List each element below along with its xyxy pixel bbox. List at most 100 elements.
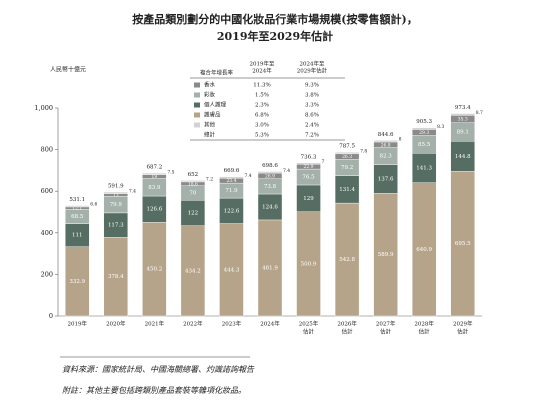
- value-label: 13: [113, 192, 119, 198]
- bar-segment: [103, 237, 129, 317]
- bar-segment: [65, 246, 90, 317]
- legend-label: 護膚品: [204, 111, 221, 119]
- value-label: 12.1: [72, 206, 82, 212]
- value-label: 18.6: [188, 181, 198, 187]
- chart-title: 按產品類別劃分的中國化妝品行業市場規模(按零售額計)，: [132, 12, 417, 26]
- value-label: 71.9: [225, 188, 238, 194]
- value-label: 7.5: [167, 169, 174, 175]
- value-label: 89.1: [457, 129, 469, 135]
- x-tick-label: 2020年: [106, 320, 126, 328]
- value-label: 378.4: [108, 274, 124, 280]
- value-label: 8: [399, 137, 402, 143]
- y-axis-label: 人民幣十億元: [50, 66, 86, 74]
- total-label: 905.3: [416, 119, 432, 125]
- bar-segment: [219, 223, 244, 317]
- bar-segment: [103, 212, 129, 238]
- value-label: 76.5: [302, 175, 315, 181]
- bar-segment: [257, 193, 283, 221]
- legend-value: 1.5%: [255, 93, 269, 99]
- legend-value: 11.3%: [253, 83, 270, 89]
- bar-segment: [219, 197, 244, 224]
- total-label: 669.6: [224, 168, 240, 174]
- bar-segment: [411, 153, 437, 183]
- legend-value: 3.8%: [305, 93, 319, 99]
- x-tick-label: 2026年: [337, 320, 357, 328]
- value-label: 131.4: [339, 187, 355, 193]
- note: 附註：其他主要包括跨類別產品套裝等雜項化妝品。: [62, 386, 246, 395]
- total-label: 736.3: [301, 154, 317, 160]
- value-label: 79.9: [110, 202, 123, 208]
- total-label: 652: [188, 172, 199, 178]
- y-tick-label: 1,000: [34, 104, 53, 112]
- value-label: 8.7: [476, 110, 483, 116]
- value-label: 141.3: [416, 165, 432, 171]
- bar-segment: [411, 127, 437, 130]
- value-label: 122.6: [224, 208, 240, 214]
- value-label: 500.9: [301, 261, 317, 267]
- x-tick-label: 2024年: [260, 320, 280, 328]
- bar-segment: [180, 225, 206, 317]
- x-tick-label: 2027年: [376, 320, 396, 328]
- bar-segment: [257, 171, 283, 174]
- legend-header: 2024年至: [300, 60, 325, 68]
- legend-swatch: [194, 112, 200, 118]
- legend-header: 2029年估計: [297, 67, 328, 75]
- value-label: 461.9: [262, 265, 278, 271]
- value-label: 22.9: [304, 164, 314, 170]
- bar-segment: [373, 193, 398, 317]
- total-label: 973.4: [455, 105, 471, 111]
- total-label: 787.5: [339, 144, 355, 150]
- bar-segment: [411, 182, 437, 317]
- value-label: 85.5: [418, 142, 431, 148]
- legend-value: 2.3%: [255, 103, 269, 109]
- total-label: 698.6: [262, 163, 278, 169]
- value-label: 79.2: [341, 165, 353, 171]
- value-label: 434.2: [185, 268, 201, 274]
- legend-label: 總計: [204, 131, 216, 139]
- value-label: 7: [322, 159, 325, 165]
- value-label: 129: [303, 196, 314, 202]
- value-label: 7.2: [206, 177, 213, 183]
- x-tick-label: 2029年: [453, 320, 473, 328]
- value-label: 23.4: [226, 178, 236, 184]
- total-label: 844.6: [378, 132, 394, 138]
- bar-segment: [103, 191, 129, 194]
- legend-value: 9.3%: [305, 83, 319, 89]
- x-tick-label: 2025年: [299, 320, 319, 328]
- value-label: 7.4: [129, 188, 136, 194]
- y-tick-label: 800: [41, 146, 53, 154]
- value-label: 7.4: [283, 168, 290, 174]
- x-tick-label: 2022年: [183, 320, 203, 328]
- value-label: 450.2: [146, 267, 162, 273]
- legend-label: 其他: [204, 121, 216, 129]
- value-label: 26.3: [342, 154, 352, 160]
- legend-value: 5.3%: [255, 133, 269, 139]
- legend-value: 2.4%: [305, 123, 319, 129]
- note: 資料來源：國家統計局、中國海關總署、灼識諮詢報告: [62, 365, 255, 374]
- x-tick-label: 估計: [342, 328, 354, 336]
- legend-value: 3.0%: [255, 123, 269, 129]
- bar-segment: [334, 151, 360, 155]
- value-label: 26.8: [381, 142, 391, 148]
- value-label: 542.8: [339, 257, 355, 263]
- legend-label: 香水: [204, 81, 216, 89]
- legend-header: 複合年增長率: [200, 69, 234, 77]
- value-label: 73.8: [264, 184, 277, 190]
- legend-value: 8.6%: [305, 113, 319, 119]
- x-tick-label: 估計: [419, 328, 431, 336]
- total-label: 687.2: [146, 165, 162, 171]
- bar-segment: [180, 180, 206, 183]
- x-tick-label: 估計: [457, 328, 469, 336]
- legend-header: 2024年: [252, 67, 272, 75]
- bar-segment: [334, 202, 360, 317]
- bar-segment: [296, 184, 321, 213]
- bar-segment: [180, 200, 206, 226]
- value-label: 19: [151, 174, 157, 180]
- value-label: 35.3: [458, 117, 468, 123]
- y-tick-label: 0: [49, 312, 53, 320]
- value-label: 83.9: [148, 185, 161, 191]
- chart-title: 2019年至2029年估計: [217, 29, 333, 43]
- legend-value: 7.2%: [305, 133, 319, 139]
- bar-segment: [373, 140, 398, 143]
